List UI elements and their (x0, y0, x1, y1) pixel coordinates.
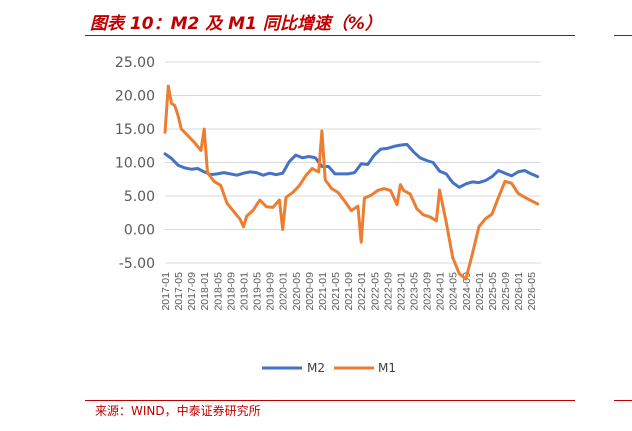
x-tick-label: 2025-05 (487, 272, 499, 311)
x-tick-label: 2017-05 (173, 272, 185, 311)
legend: M2 M1 (262, 361, 396, 375)
chart-title: 图表 10：M2 及 M1 同比增速（%） (90, 14, 382, 34)
y-axis-ticks: 25.00 20.00 15.00 10.00 5.00 0.00 -5.00 (115, 55, 155, 272)
x-tick-label: 2022-09 (382, 272, 394, 311)
x-tick-label: 2024-01 (435, 272, 447, 311)
x-tick-label: 2025-01 (474, 272, 486, 311)
x-axis-ticks: 2017-01 2017-05 2017-09 2018-01 2018-05 2018-… (160, 272, 538, 311)
x-tick-label: 2024-05 (448, 272, 460, 311)
x-tick-label: 2019-05 (252, 272, 264, 311)
x-tick-label: 2023-01 (395, 272, 407, 311)
y-tick-label: 20.00 (115, 89, 155, 105)
x-tick-label: 2025-09 (500, 272, 512, 311)
y-tick-label: -5.00 (119, 256, 155, 272)
legend-label-m1: M1 (378, 361, 396, 375)
y-tick-label: 10.00 (115, 156, 155, 172)
title-rule-right-stub (614, 35, 632, 36)
source-note: 来源：WIND，中泰证券研究所 (95, 404, 261, 418)
grid-lines (165, 61, 541, 264)
source-rule-right-stub (614, 400, 632, 401)
x-tick-label: 2018-09 (225, 272, 237, 311)
x-tick-label: 2022-05 (369, 272, 381, 311)
x-tick-label: 2018-05 (212, 272, 224, 311)
x-tick-label: 2020-05 (291, 272, 303, 311)
title-rule (85, 35, 575, 36)
x-tick-label: 2017-01 (160, 272, 172, 311)
series-line-m2 (163, 142, 540, 189)
y-tick-label: 15.00 (115, 122, 155, 138)
x-tick-label: 2017-09 (186, 272, 198, 311)
x-tick-label: 2019-01 (238, 272, 250, 311)
x-tick-label: 2026-05 (526, 272, 538, 311)
x-tick-label: 2021-01 (317, 272, 329, 311)
y-tick-label: 0.00 (124, 223, 155, 239)
y-tick-label: 25.00 (115, 55, 155, 71)
x-tick-label: 2020-01 (278, 272, 290, 311)
x-tick-label: 2020-09 (304, 272, 316, 311)
x-tick-label: 2023-05 (408, 272, 420, 311)
series-lines (163, 84, 540, 281)
x-tick-label: 2026-01 (513, 272, 525, 311)
y-tick-label: 5.00 (124, 189, 155, 205)
x-tick-label: 2019-09 (265, 272, 277, 311)
x-tick-label: 2022-01 (356, 272, 368, 311)
series-line-m1 (163, 84, 540, 281)
x-tick-label: 2024-09 (461, 272, 473, 311)
x-tick-label: 2021-09 (343, 272, 355, 311)
x-tick-label: 2023-09 (422, 272, 434, 311)
x-tick-label: 2021-05 (330, 272, 342, 311)
source-rule (85, 400, 575, 401)
x-tick-label: 2018-01 (199, 272, 211, 311)
legend-label-m2: M2 (307, 361, 325, 375)
